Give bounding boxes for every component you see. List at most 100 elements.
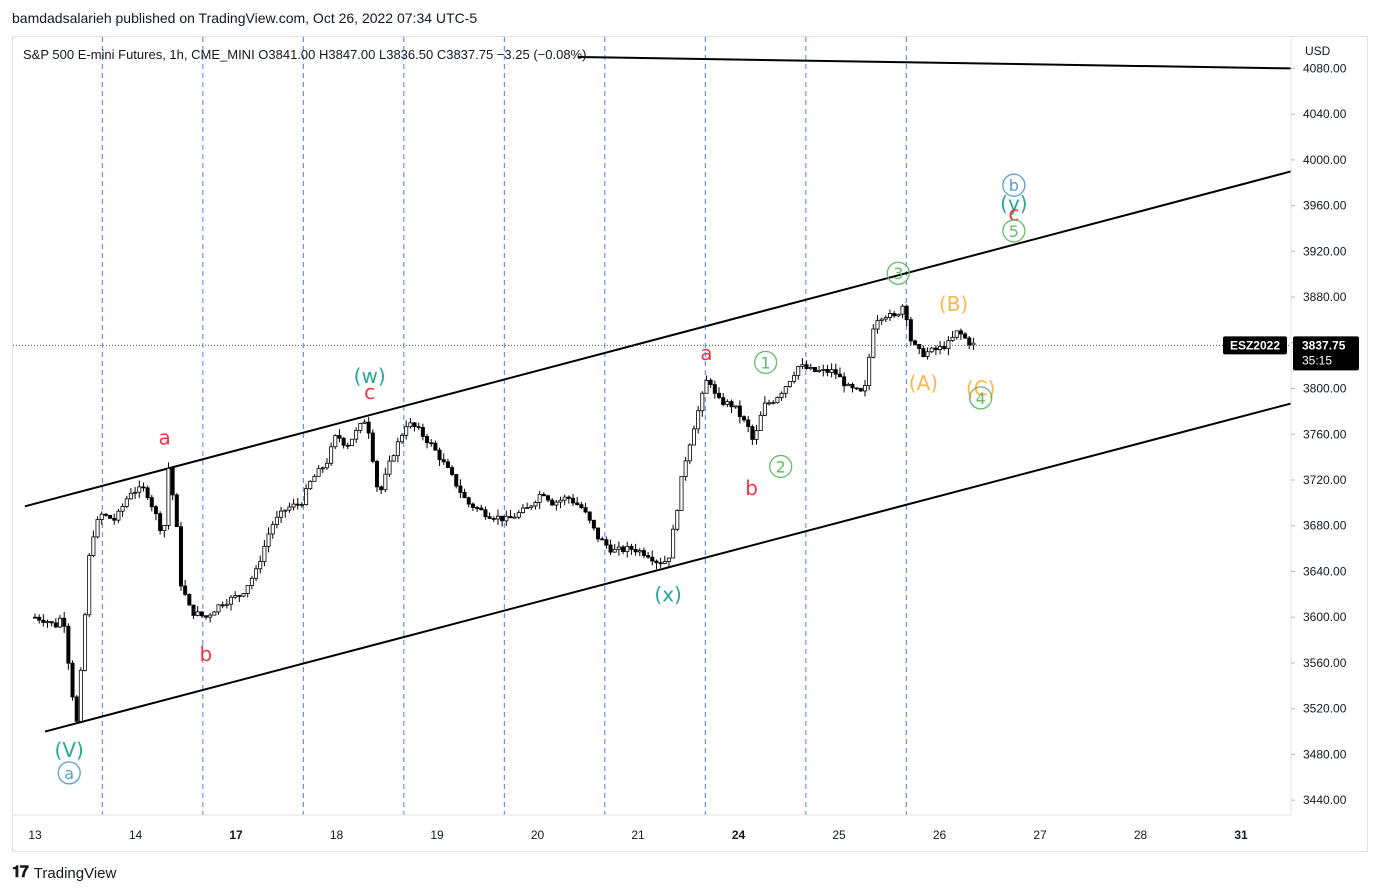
candle-body (337, 435, 342, 439)
candle-body (625, 546, 630, 552)
currency-label: USD (1305, 44, 1331, 58)
candle-body (103, 513, 108, 516)
y-tick-label: 4080.00 (1303, 61, 1347, 75)
candle-body (145, 487, 150, 498)
wave-label-text: (C) (966, 377, 996, 401)
wave-label: a (700, 341, 712, 365)
candle-body (137, 486, 142, 493)
candle-body (158, 513, 163, 531)
wave-label-text: 2 (776, 457, 786, 476)
candle-body (725, 401, 730, 405)
candle-body (341, 437, 346, 446)
candle-body (141, 486, 146, 489)
candle-body (908, 319, 913, 342)
wave-label-circle (886, 261, 910, 285)
wave-label-text: (y) (1000, 191, 1027, 215)
candle-body (83, 614, 88, 671)
wave-label: 3 (886, 261, 910, 285)
candle-body (149, 497, 154, 508)
candle-body (316, 468, 321, 477)
wave-label: a (159, 426, 171, 450)
last-price-badge-bg (1293, 336, 1359, 371)
candle-body (525, 507, 530, 509)
symbol-badge: ESZ2022 (1230, 338, 1280, 352)
candle-body (245, 585, 250, 594)
candle-body (304, 488, 309, 505)
candle-body (821, 369, 826, 371)
candle-body (233, 595, 238, 598)
candle-body (662, 561, 667, 564)
candle-body (591, 519, 596, 529)
publisher-line: bamdadsalarieh published on TradingView.… (12, 10, 478, 26)
candle-body (133, 491, 138, 494)
candle-body (241, 592, 246, 597)
candle-body (458, 485, 463, 493)
candle-body (178, 526, 183, 587)
price-axis-bg (1292, 37, 1367, 815)
wave-label-text: b (199, 642, 212, 666)
candle-body (441, 459, 446, 463)
candle-body (571, 497, 576, 504)
candle-body (416, 426, 421, 429)
candle-body (746, 419, 751, 428)
wave-label: (B) (939, 292, 968, 316)
candle-body (587, 511, 592, 521)
y-tick-label: 3520.00 (1303, 702, 1347, 716)
candle-body (650, 556, 655, 562)
candle-body (896, 313, 901, 317)
wave-label-text: c (1008, 202, 1019, 226)
y-tick-label: 3560.00 (1303, 656, 1347, 670)
tradingview-logo-icon: 𝟏𝟕 (12, 864, 29, 881)
candle-body (546, 495, 551, 501)
candle-body (254, 568, 259, 579)
candle-body (971, 342, 976, 346)
countdown-label: 35:15 (1302, 353, 1332, 367)
candle-body (675, 510, 680, 530)
candle-body (566, 496, 571, 499)
candle-body (120, 506, 125, 512)
candle-body (78, 669, 83, 722)
candle-body (58, 617, 63, 628)
x-tick-label: 25 (832, 828, 846, 842)
candle-body (583, 507, 588, 513)
candle-body (833, 369, 838, 375)
y-tick-label: 3760.00 (1303, 427, 1347, 441)
candle-body (270, 524, 275, 535)
candle-body (754, 430, 759, 440)
candle-body (362, 421, 367, 424)
candle-body (387, 460, 392, 475)
chart-frame[interactable]: (V) a a b (w) c (x) a b 1 2 3 (A) (B) (C) 4 b (y) c 5 S&P 50… (12, 36, 1368, 852)
wave-label-text: (V) (55, 738, 84, 762)
candle-body (62, 617, 67, 627)
candle-body (721, 397, 726, 405)
x-tick-label: 21 (631, 828, 645, 842)
candle-body (929, 347, 934, 353)
y-tick-label: 4040.00 (1303, 107, 1347, 121)
wave-label-text: (x) (654, 582, 681, 606)
candle-body (475, 507, 480, 509)
candle-body (283, 509, 288, 512)
candle-body (612, 548, 617, 553)
candle-body (946, 340, 951, 350)
candle-body (666, 557, 671, 562)
candle-body (258, 561, 263, 570)
wave-label-text: a (700, 341, 712, 365)
candle-body (345, 444, 350, 447)
candle-body (596, 527, 601, 540)
candle-body (671, 528, 676, 559)
y-tick-label: 3640.00 (1303, 564, 1347, 578)
wave-label-circle (769, 454, 793, 479)
candle-body (654, 560, 659, 564)
wave-label: (C) (966, 377, 996, 401)
candle-body (491, 517, 496, 520)
candle-body (199, 611, 204, 617)
candle-body (742, 416, 747, 421)
candle-body (867, 356, 872, 386)
candle-body (279, 510, 284, 518)
wave-label-text: a (64, 764, 74, 783)
candle-body (358, 422, 363, 431)
tradingview-footer[interactable]: 𝟏𝟕 TradingView (12, 864, 116, 882)
candle-body (646, 555, 651, 558)
candle-body (462, 492, 467, 499)
